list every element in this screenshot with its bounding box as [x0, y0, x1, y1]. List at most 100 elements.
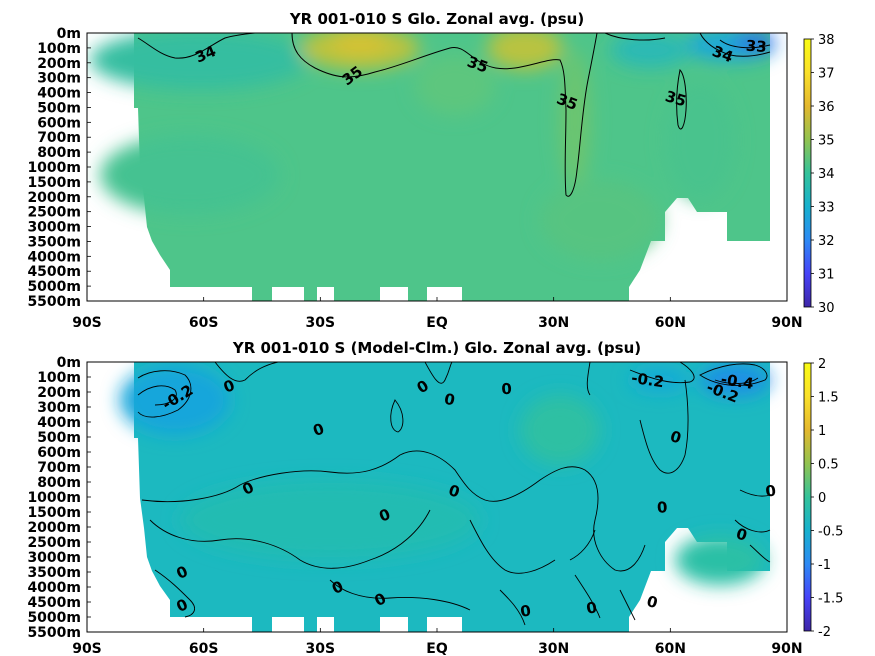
arctic-fresh-anomaly [700, 364, 770, 396]
colorbar-tick-label: 0 [818, 491, 826, 506]
southern-anomaly-ring [120, 365, 230, 435]
contour-label: 0 [519, 601, 532, 620]
contour-label: 0 [668, 427, 683, 447]
y-tick-label: 3000m [27, 220, 81, 236]
contour-label: 33 [745, 37, 767, 56]
y-tick-label: 1500m [27, 505, 81, 521]
y-tick-label: 100m [37, 41, 81, 57]
colorbar-bar [803, 38, 812, 308]
deep-southern [100, 135, 280, 215]
contour-label: 0 [585, 598, 598, 618]
colorbar-bar [803, 362, 812, 632]
y-tick-label: 5000m [27, 279, 81, 295]
x-tick-label: 60S [189, 641, 219, 656]
x-tick-label: EQ [426, 641, 448, 656]
y-axis: 0m100m200m300m400m500m600m700m800m1000m1… [27, 355, 91, 641]
y-tick-label: 4000m [27, 580, 81, 596]
y-tick-label: 600m [37, 115, 81, 131]
y-tick-label: 1500m [27, 175, 81, 191]
y-tick-label: 800m [37, 145, 81, 161]
colorbar-tick-label: 2 [818, 357, 826, 372]
y-tick-label: 2500m [27, 205, 81, 221]
colorbar-tick-label: 34 [818, 167, 835, 182]
x-tick-label: 90S [72, 641, 102, 656]
y-tick-label: 500m [37, 430, 81, 446]
x-tick-label: 30N [538, 641, 569, 656]
colorbar-tick-label: -1 [818, 558, 831, 573]
contour-label: 0 [764, 481, 777, 500]
y-tick-label: 4500m [27, 595, 81, 611]
colorbar-tick-label: 36 [818, 100, 835, 115]
y-tick-label: 3000m [27, 550, 81, 566]
y-tick-label: 100m [37, 370, 81, 386]
contour-lines [137, 33, 771, 197]
x-tick-label: 30N [538, 315, 569, 331]
colorbar-tick-label: 38 [818, 33, 835, 48]
contour-label: 35 [663, 87, 688, 110]
y-tick-label: 3500m [27, 234, 81, 250]
x-axis: 90S 60S 30S EQ 30N 60N 90N [72, 628, 803, 656]
y-tick-label: 400m [37, 415, 81, 431]
x-tick-label: 90N [771, 641, 802, 656]
x-tick-label: 30S [306, 641, 336, 656]
y-tick-label: 700m [37, 460, 81, 476]
y-tick-label: 2000m [27, 190, 81, 206]
y-tick-label: 700m [37, 130, 81, 146]
colorbar-tick-label: 35 [818, 134, 835, 149]
y-tick-label: 4000m [27, 249, 81, 265]
colorbar-tick-label: 32 [818, 234, 835, 249]
north-subtropical-max [487, 33, 563, 70]
mediterranean-tongue [559, 50, 591, 190]
y-tick-label: 400m [37, 86, 81, 102]
y-tick-label: 5000m [27, 610, 81, 626]
colorbar-tick-label: -2 [818, 625, 831, 640]
y-tick-label: 3500m [27, 565, 81, 581]
x-tick-label: 60S [189, 315, 219, 331]
contour-label: 0 [501, 380, 513, 399]
colorbar-tick-label: 30 [818, 301, 835, 316]
x-tick-label: 30S [306, 315, 336, 331]
contour-label: 0 [645, 592, 660, 612]
nordic-seas [665, 80, 735, 200]
y-tick-label: 2000m [27, 520, 81, 536]
y-tick-label: 200m [37, 56, 81, 72]
y-tick-label: 4500m [27, 264, 81, 280]
atlantic-deep [540, 180, 660, 260]
deep-north-anomaly [675, 535, 765, 585]
panel-bottom: YR 001-010 S (Model-Clm.) Glo. Zonal avg… [27, 339, 843, 656]
y-tick-label: 1000m [27, 160, 81, 176]
colorbar-ticks: 2 1.5 1 0.5 0 -0.5 -1 -1.5 -2 [811, 357, 843, 640]
x-axis: 90S 60S 30S EQ 30N 60N 90N [72, 297, 803, 331]
colorbar-tick-label: 0.5 [818, 458, 839, 473]
colorbar-tick-label: 31 [818, 268, 835, 283]
equatorial-mid [415, 55, 495, 115]
colorbar-tick-label: -1.5 [818, 592, 843, 607]
y-tick-label: 1000m [27, 490, 81, 506]
contour-label: 0 [734, 525, 749, 545]
colorbar: 2 1.5 1 0.5 0 -0.5 -1 -1.5 -2 [803, 357, 843, 640]
colorbar-tick-label: 33 [818, 201, 835, 216]
y-tick-label: 600m [37, 445, 81, 461]
panel-top: YR 001-010 S Glo. Zonal avg. (psu) [27, 10, 834, 331]
mid-depth-neutral [180, 480, 480, 560]
chart-title: YR 001-010 S Glo. Zonal avg. (psu) [289, 10, 584, 28]
colorbar: 38 37 36 35 34 33 32 31 30 [803, 33, 835, 316]
y-tick-label: 0m [57, 355, 81, 371]
contour-label: -0.2 [630, 369, 665, 391]
contour-label: 0 [443, 390, 457, 410]
contour-label: 0 [656, 498, 668, 517]
colorbar-tick-label: 1 [818, 424, 826, 439]
y-axis: 0m100m200m300m400m500m600m700m800m1000m1… [27, 26, 91, 310]
y-tick-label: 300m [37, 400, 81, 416]
colorbar-tick-label: 1.5 [818, 391, 839, 406]
x-tick-label: 60N [655, 641, 686, 656]
x-tick-label: 90N [771, 315, 802, 331]
colorbar-tick-label: 37 [818, 67, 835, 82]
x-tick-label: 90S [72, 315, 102, 331]
y-tick-label: 0m [57, 26, 81, 42]
x-tick-label: 60N [655, 315, 686, 331]
chart-title: YR 001-010 S (Model-Clm.) Glo. Zonal avg… [232, 339, 641, 357]
